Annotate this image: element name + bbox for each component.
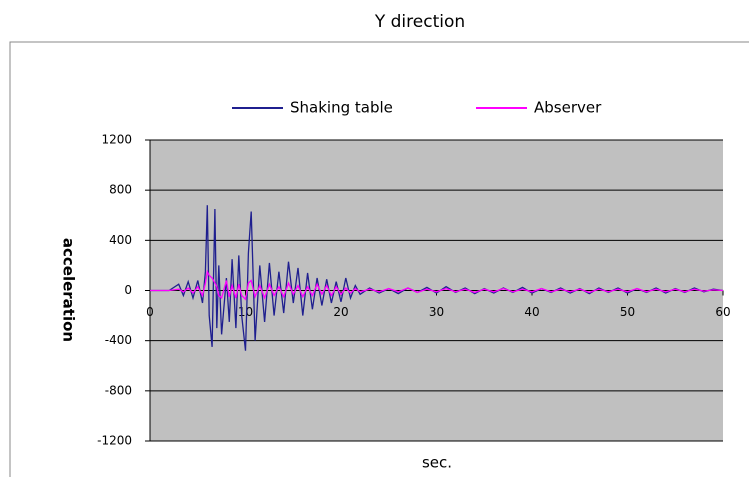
- y-tick-label: 0: [124, 283, 132, 297]
- x-tick-label: 50: [620, 305, 635, 319]
- x-axis-label: sec.: [422, 454, 452, 472]
- x-tick-label: 60: [715, 305, 730, 319]
- chart-title: Y direction: [374, 12, 465, 32]
- y-axis-label: acceleration: [60, 238, 78, 342]
- y-tick-label: 1200: [101, 133, 132, 147]
- y-tick-label: 800: [109, 183, 132, 197]
- x-tick-label: 30: [429, 305, 444, 319]
- series-line: [150, 205, 724, 351]
- x-tick-label: 10: [238, 305, 253, 319]
- y-tick-label: -800: [105, 383, 132, 397]
- legend-label: Shaking table: [290, 99, 393, 117]
- legend-label: Abserver: [534, 99, 602, 117]
- y-tick-label: -400: [105, 333, 132, 347]
- series-line: [150, 269, 724, 301]
- y-tick-label: -1200: [97, 434, 132, 448]
- x-tick-label: 20: [333, 305, 348, 319]
- y-tick-label: 400: [109, 233, 132, 247]
- x-tick-label: 0: [146, 305, 154, 319]
- x-tick-label: 40: [524, 305, 539, 319]
